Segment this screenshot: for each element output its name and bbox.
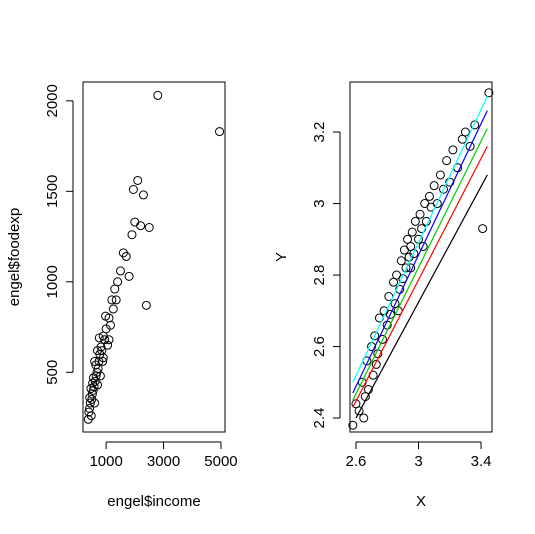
point	[101, 311, 111, 321]
y-tick-label: 1000	[44, 265, 61, 298]
x-tick-label: 1000	[89, 453, 122, 470]
point	[113, 277, 123, 287]
point	[127, 230, 137, 240]
point	[448, 145, 458, 155]
point	[107, 295, 117, 305]
point	[435, 170, 445, 180]
y-tick-label: 2.8	[311, 265, 328, 286]
point	[89, 373, 99, 383]
y-tick-label: 2.4	[311, 408, 328, 429]
point	[370, 331, 380, 341]
y-tick-label: 2.6	[311, 336, 328, 357]
point	[91, 360, 101, 370]
plot-frame	[82, 81, 226, 433]
point	[90, 398, 100, 408]
point	[401, 263, 411, 273]
point	[348, 420, 358, 430]
point	[86, 411, 96, 421]
point	[124, 271, 134, 281]
y-tick-label: 1500	[44, 175, 61, 208]
point	[144, 223, 154, 233]
point	[133, 175, 143, 185]
point	[215, 127, 225, 137]
x-axis-label: X	[416, 493, 426, 510]
point	[97, 346, 107, 356]
point	[98, 353, 108, 363]
point	[121, 251, 131, 261]
point	[359, 413, 369, 423]
regression-line	[352, 110, 488, 394]
point	[385, 309, 395, 319]
point	[478, 224, 488, 234]
point	[88, 378, 98, 388]
point	[354, 406, 364, 416]
point	[470, 120, 480, 130]
point	[100, 335, 110, 345]
point	[409, 249, 419, 259]
x-tick-label: 5000	[204, 453, 237, 470]
point	[141, 300, 151, 310]
point	[415, 209, 425, 219]
x-axis-label: engel$income	[107, 493, 200, 510]
point	[115, 266, 125, 276]
point	[460, 127, 470, 137]
y-tick-label: 3.2	[311, 122, 328, 143]
point	[484, 88, 494, 98]
point	[153, 90, 163, 100]
point	[418, 241, 428, 251]
point	[86, 384, 96, 394]
point	[429, 181, 439, 191]
point	[95, 371, 105, 381]
x-tick-label: 3	[414, 453, 422, 470]
point	[94, 333, 104, 343]
y-axis-label: Y	[273, 252, 290, 262]
point	[90, 356, 100, 366]
point	[105, 320, 115, 330]
point	[130, 217, 140, 227]
point	[128, 184, 138, 194]
point	[442, 156, 452, 166]
point	[103, 340, 113, 350]
y-tick-label: 500	[44, 360, 61, 385]
x-tick-label: 2.6	[346, 453, 367, 470]
regression-line	[352, 146, 488, 408]
point	[407, 227, 417, 237]
point	[432, 199, 442, 209]
point	[138, 190, 148, 200]
point	[85, 393, 95, 403]
point	[396, 256, 406, 266]
point	[111, 295, 121, 305]
x-tick-label: 3.4	[471, 453, 492, 470]
y-axis-label: engel$foodexp	[6, 208, 23, 306]
regression-line	[352, 128, 488, 401]
point	[88, 385, 98, 395]
x-tick-label: 3000	[147, 453, 180, 470]
point	[93, 346, 103, 356]
point	[439, 184, 449, 194]
regression-line	[355, 174, 488, 419]
point	[371, 359, 381, 369]
point	[104, 335, 114, 345]
regression-line	[352, 96, 488, 383]
y-tick-label: 2000	[44, 84, 61, 117]
point	[410, 216, 420, 226]
y-tick-label: 3	[311, 199, 328, 207]
point	[424, 191, 434, 201]
point	[465, 141, 475, 151]
point	[136, 221, 146, 231]
plot-frame	[349, 81, 493, 433]
point	[108, 304, 118, 314]
